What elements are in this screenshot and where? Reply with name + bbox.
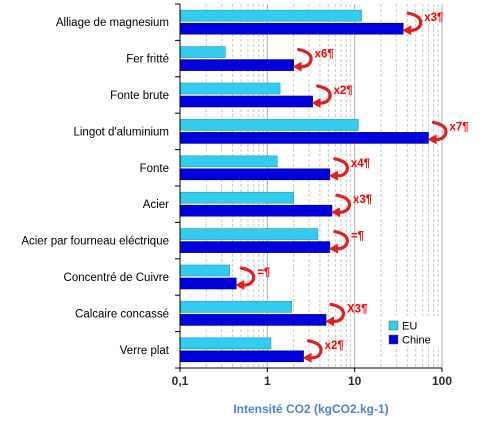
ratio-label: x2¶ <box>334 85 354 97</box>
bar-chine <box>179 59 294 71</box>
ratio-label: x3¶ <box>353 194 373 206</box>
bar-eu <box>179 82 281 95</box>
ratio-arrow <box>431 120 448 142</box>
ratio-arrowhead <box>427 134 437 145</box>
x-tick-label: 100 <box>432 374 452 388</box>
ratio-arrowhead <box>235 280 245 290</box>
bar-eu <box>179 264 230 277</box>
bar-chine <box>179 204 333 217</box>
ratio-arrow <box>333 230 349 251</box>
x-axis-title: Intensité CO2 (kgCO2.kg-1) <box>233 402 388 416</box>
x-tick-label: 1 <box>264 374 271 388</box>
category-label: Verre plat <box>120 345 170 357</box>
bar-layer <box>179 9 429 363</box>
category-label: Alliage de magnesium <box>56 17 169 29</box>
bar-eu <box>179 337 272 350</box>
x-tick-label: 10 <box>348 374 362 388</box>
category-label: Acier <box>143 199 169 211</box>
bar-chine <box>179 95 313 108</box>
ratio-label: x7¶ <box>449 121 469 133</box>
ratio-arrow <box>306 339 323 360</box>
ratio-label: =¶ <box>257 267 271 279</box>
ratio-arrow <box>335 193 352 214</box>
ratio-arrow <box>297 48 313 69</box>
category-label: Fer fritté <box>126 54 169 66</box>
category-label: Fonte <box>140 163 169 175</box>
bar-chine <box>179 241 331 253</box>
category-label: Calcaire concassé <box>75 308 169 320</box>
ratio-arrowhead <box>328 170 338 181</box>
bar-eu <box>179 119 359 131</box>
annotation-layer: x3¶ x6¶ x2¶ x7¶ x4¶ x3¶ =¶ =¶ X3¶ x2¶ <box>235 11 469 363</box>
legend: EU Chine <box>386 316 440 347</box>
axis-layer: Alliage de magnesium Fer fritté Fonte brut… <box>21 3 452 388</box>
x-tick-label: 0,1 <box>172 374 189 388</box>
ratio-arrow <box>239 266 256 287</box>
bar-eu <box>179 191 294 204</box>
ratio-label: x6¶ <box>315 49 335 61</box>
bar-eu <box>179 301 292 313</box>
ratio-label: x4¶ <box>351 158 371 170</box>
ratio-arrowhead <box>402 25 412 36</box>
ratio-arrow <box>316 84 332 105</box>
category-label: Lingot d'aluminium <box>73 126 169 138</box>
bar-eu <box>179 155 278 168</box>
legend-swatch <box>388 334 399 345</box>
category-label: Fonte brute <box>110 90 169 102</box>
legend-label: Chine <box>402 335 431 347</box>
ratio-label: X3¶ <box>347 303 368 315</box>
ratio-arrowhead <box>302 352 312 363</box>
ratio-arrowhead <box>328 243 338 254</box>
ratio-arrowhead <box>292 61 302 72</box>
bar-chine <box>179 22 404 35</box>
ratio-label: x3¶ <box>424 12 444 24</box>
bar-chine <box>179 132 429 144</box>
ratio-arrowhead <box>330 207 340 218</box>
ratio-arrow <box>406 11 423 32</box>
ratio-arrow <box>329 302 346 324</box>
bar-chine <box>179 350 304 363</box>
bar-chine <box>179 277 237 290</box>
bar-eu <box>179 46 226 58</box>
bar-chine <box>179 314 327 326</box>
bar-eu <box>179 228 319 240</box>
ratio-arrow <box>333 157 349 178</box>
category-label: Concentré de Cuivre <box>64 272 169 284</box>
bar-eu <box>179 9 362 22</box>
ratio-arrowhead <box>311 98 321 108</box>
bar-chine <box>179 168 331 181</box>
legend-swatch <box>388 320 399 331</box>
ratio-arrowhead <box>325 316 335 327</box>
legend-label: EU <box>402 321 417 333</box>
ratio-label: x2¶ <box>325 340 345 352</box>
category-label: Acier par fourneau eléctrique <box>21 236 169 248</box>
ratio-label: =¶ <box>351 231 365 243</box>
